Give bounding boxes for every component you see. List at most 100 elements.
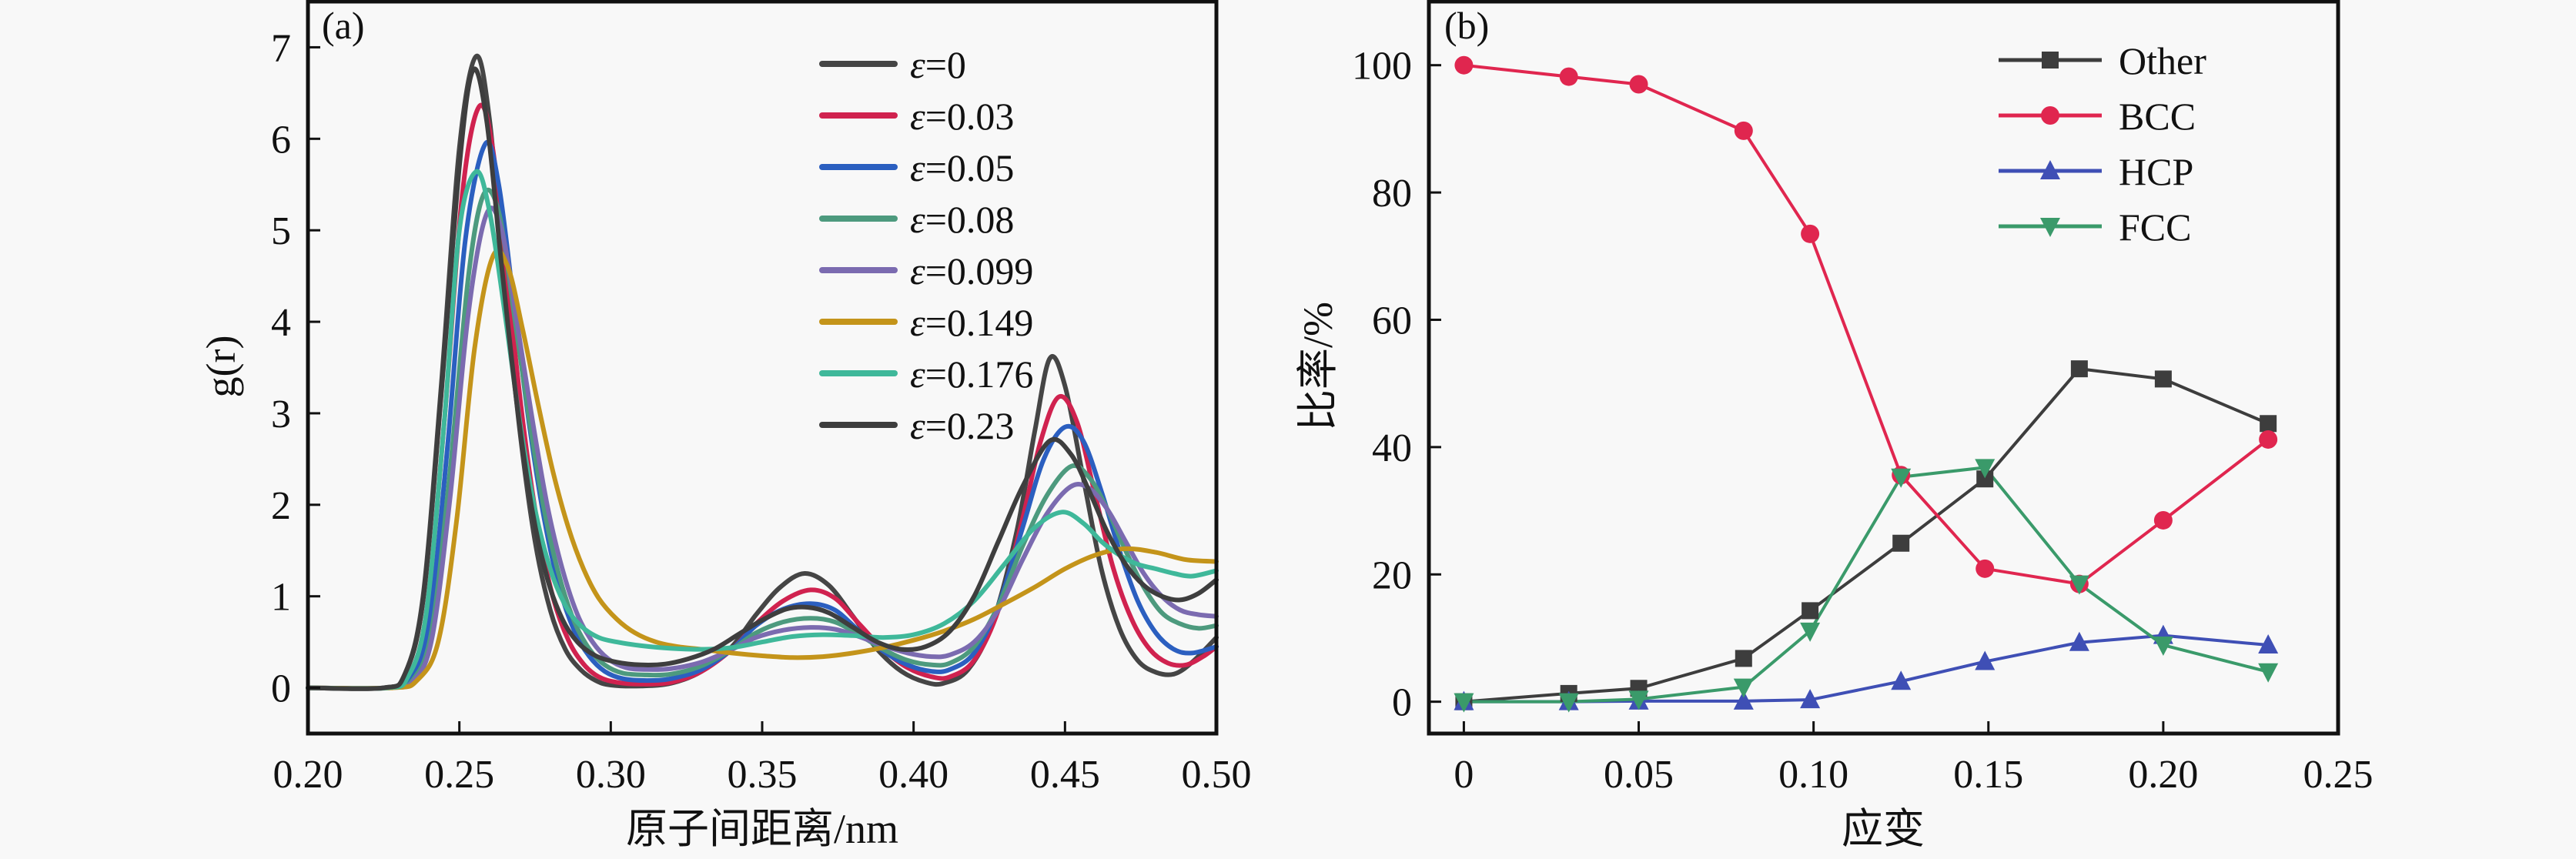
x-tick-label-a: 0.50 (1182, 753, 1252, 797)
y-tick-label-b: 80 (1372, 172, 1412, 216)
legend-label-b: FCC (2119, 206, 2192, 249)
data-point-other (2070, 360, 2088, 378)
x-axis-a: 0.20 0.25 0.30 0.35 0.40 0.45 0.50 (273, 721, 1252, 797)
legend-value: =0.03 (925, 95, 1015, 138)
epsilon-symbol: ε (910, 353, 925, 396)
data-point-bcc (1734, 121, 1753, 140)
data-point-bcc (1629, 75, 1648, 94)
legend-marker-hcp (2040, 160, 2060, 179)
data-point-other (1735, 650, 1752, 667)
y-axis-b: 0 20 40 60 80 100 (1352, 45, 1441, 725)
x-tick-label-b: 0.10 (1778, 753, 1848, 797)
y-tick-label-a: 5 (271, 209, 291, 253)
y-tick-label-b: 20 (1372, 553, 1412, 597)
x-tick-label-a: 0.25 (424, 753, 494, 797)
data-point-fcc (2258, 663, 2279, 683)
legend-label-a: ε=0.05 (910, 146, 1014, 189)
legend-marker-fcc (2040, 218, 2060, 237)
data-point-fcc (1558, 693, 1579, 713)
legend-a: ε=0ε=0.03ε=0.05ε=0.08ε=0.099ε=0.149ε=0.1… (819, 43, 1033, 447)
x-tick-label-b: 0 (1454, 753, 1474, 797)
series-line-fcc (1464, 466, 2269, 704)
data-point-other (2154, 370, 2172, 388)
data-point-fcc (2153, 637, 2173, 657)
data-point-hcp (1891, 670, 1912, 690)
x-tick-label-a: 0.35 (728, 753, 798, 797)
epsilon-symbol: ε (910, 198, 925, 241)
data-point-hcp (1975, 650, 1996, 670)
legend-label-a: ε=0 (910, 43, 966, 86)
x-tick-label-a: 0.40 (878, 753, 948, 797)
legend-label-a: ε=0.03 (910, 95, 1014, 138)
legend-marker-other (2042, 52, 2059, 69)
epsilon-symbol: ε (910, 249, 925, 292)
y-axis-a: 0 1 2 3 4 5 6 7 (271, 26, 320, 711)
gr-curves (306, 53, 1219, 691)
data-point-hcp (1733, 690, 1754, 710)
x-axis-b: 0 0.05 0.10 0.15 0.20 0.25 (1454, 721, 2374, 797)
legend-b: Other BCC HCP FCC (1999, 39, 2206, 249)
legend-label-b: Other (2119, 39, 2206, 82)
y-axis-title-a: g(r) (198, 336, 244, 398)
gr-curve-5 (306, 248, 1219, 691)
series-line-bcc (1464, 63, 2270, 586)
data-point-fcc (1975, 459, 1996, 479)
epsilon-symbol: ε (910, 43, 925, 86)
data-point-bcc (2259, 430, 2278, 449)
panel-b-fraction-chart: 0 0.05 0.10 0.15 0.20 0.25 0 20 40 60 80 100 (b) 应… (1295, 0, 2374, 852)
legend-value: =0 (925, 43, 966, 86)
y-axis-title-b: 比率/% (1295, 302, 1341, 431)
data-point-fcc (1800, 622, 1821, 642)
y-tick-label-a: 4 (271, 301, 291, 345)
data-point-other (1976, 470, 1994, 488)
y-tick-label-b: 0 (1392, 681, 1412, 725)
legend-label-a: ε=0.149 (910, 301, 1033, 344)
legend-value: =0.23 (925, 404, 1015, 447)
epsilon-symbol: ε (910, 301, 925, 344)
x-tick-label-a: 0.20 (273, 753, 343, 797)
panel-label-a: (a) (322, 4, 365, 47)
legend-value: =0.08 (925, 198, 1015, 241)
data-point-other (2260, 415, 2277, 433)
data-point-hcp (2069, 631, 2089, 651)
data-point-bcc (1975, 559, 1995, 578)
panel-label-b: (b) (1444, 4, 1489, 47)
data-point-fcc (2069, 575, 2089, 595)
x-tick-label-b: 0.25 (2303, 753, 2374, 797)
x-tick-label-b: 0.20 (2128, 753, 2198, 797)
legend-value: =0.149 (925, 301, 1034, 344)
legend-marker-bcc (2041, 106, 2059, 125)
legend-label-a: ε=0.176 (910, 353, 1033, 396)
data-point-fcc (1454, 693, 1474, 713)
data-point-hcp (1800, 689, 1821, 709)
data-point-bcc (2153, 510, 2173, 530)
x-axis-title-b: 应变 (1842, 806, 1925, 852)
epsilon-symbol: ε (910, 95, 925, 138)
legend-label-a: ε=0.099 (910, 249, 1033, 292)
data-point-bcc (1559, 67, 1578, 86)
data-point-bcc (1801, 224, 1820, 243)
legend-label-b: HCP (2119, 150, 2193, 193)
fraction-series (1454, 55, 2279, 713)
panel-a-gr-chart: 0.20 0.25 0.30 0.35 0.40 0.45 0.50 0 1 2 3 4 5 6 7 (a… (198, 0, 1252, 852)
y-tick-label-b: 100 (1352, 45, 1412, 89)
x-tick-label-a: 0.30 (576, 753, 646, 797)
y-tick-label-a: 1 (271, 576, 291, 620)
data-point-bcc (1454, 55, 1474, 75)
x-tick-label-b: 0.15 (1953, 753, 2023, 797)
data-point-hcp (2258, 634, 2279, 654)
legend-label-a: ε=0.08 (910, 198, 1014, 241)
x-tick-label-a: 0.45 (1030, 753, 1100, 797)
epsilon-symbol: ε (910, 404, 925, 447)
legend-label-b: BCC (2119, 95, 2196, 138)
data-point-other (1892, 534, 1910, 552)
gr-curve-6 (306, 169, 1219, 691)
legend-label-a: ε=0.23 (910, 404, 1014, 447)
data-point-fcc (1733, 678, 1754, 698)
plot-frame-b (1427, 0, 2340, 736)
data-point-other (1802, 602, 1819, 620)
legend-value: =0.176 (925, 353, 1034, 396)
y-tick-label-a: 2 (271, 484, 291, 528)
y-tick-label-b: 60 (1372, 299, 1412, 343)
